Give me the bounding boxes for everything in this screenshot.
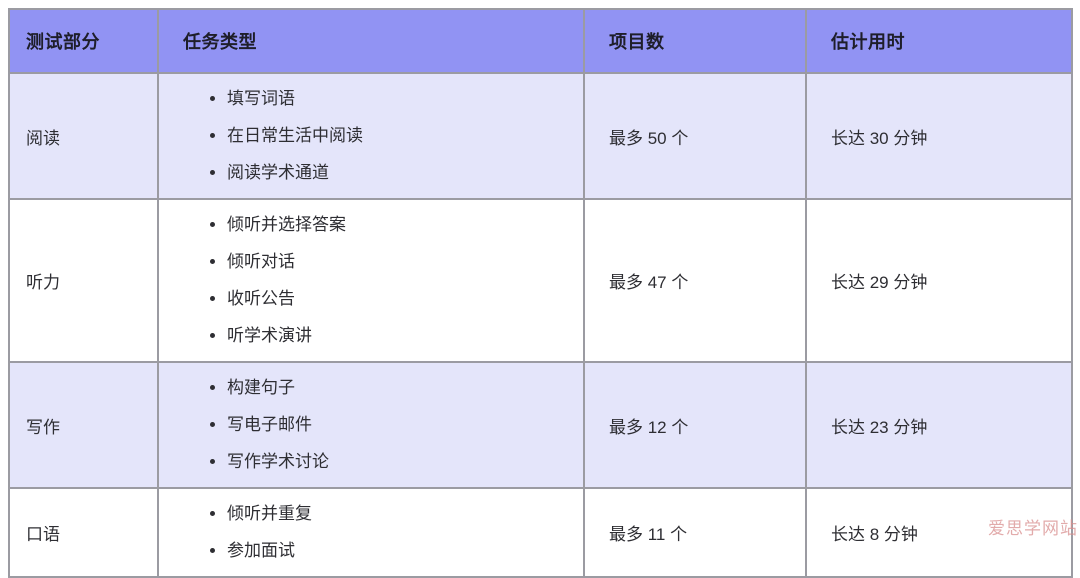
column-header-task-type: 任务类型 (157, 8, 585, 74)
task-item: 倾听并选择答案 (227, 213, 583, 237)
task-list: 倾听并选择答案 倾听对话 收听公告 听学术演讲 (159, 213, 583, 348)
items-cell: 最多 47 个 (583, 198, 807, 363)
column-header-item-count: 项目数 (583, 8, 807, 74)
table-row-listening: 听力 倾听并选择答案 倾听对话 收听公告 听学术演讲 最多 47 个 长达 29… (8, 198, 1073, 363)
header-row: 测试部分 任务类型 项目数 估计用时 (8, 8, 1073, 74)
tasks-cell: 构建句子 写电子邮件 写作学术讨论 (157, 361, 585, 489)
task-item: 收听公告 (227, 287, 583, 311)
time-cell: 长达 30 分钟 (805, 72, 1073, 200)
table-row-speaking: 口语 倾听并重复 参加面试 最多 11 个 长达 8 分钟 (8, 487, 1073, 578)
task-item: 参加面试 (227, 539, 583, 563)
task-item: 听学术演讲 (227, 324, 583, 348)
task-item: 阅读学术通道 (227, 161, 583, 185)
tasks-cell: 倾听并选择答案 倾听对话 收听公告 听学术演讲 (157, 198, 585, 363)
time-cell: 长达 23 分钟 (805, 361, 1073, 489)
section-cell: 口语 (8, 487, 159, 578)
task-item: 填写词语 (227, 87, 583, 111)
task-list: 填写词语 在日常生活中阅读 阅读学术通道 (159, 87, 583, 185)
time-cell: 长达 29 分钟 (805, 198, 1073, 363)
section-cell: 写作 (8, 361, 159, 489)
table-row-writing: 写作 构建句子 写电子邮件 写作学术讨论 最多 12 个 长达 23 分钟 (8, 361, 1073, 489)
task-list: 倾听并重复 参加面试 (159, 502, 583, 563)
task-list: 构建句子 写电子邮件 写作学术讨论 (159, 376, 583, 474)
task-item: 在日常生活中阅读 (227, 124, 583, 148)
items-cell: 最多 11 个 (583, 487, 807, 578)
column-header-test-section: 测试部分 (8, 8, 159, 74)
page: 测试部分 任务类型 项目数 估计用时 阅读 填写词语 在日常生活中阅读 阅读学术… (0, 0, 1080, 544)
time-cell: 长达 8 分钟 (805, 487, 1073, 578)
items-cell: 最多 12 个 (583, 361, 807, 489)
section-cell: 阅读 (8, 72, 159, 200)
test-structure-table: 测试部分 任务类型 项目数 估计用时 阅读 填写词语 在日常生活中阅读 阅读学术… (8, 8, 1073, 578)
section-cell: 听力 (8, 198, 159, 363)
task-item: 写电子邮件 (227, 413, 583, 437)
tasks-cell: 填写词语 在日常生活中阅读 阅读学术通道 (157, 72, 585, 200)
items-cell: 最多 50 个 (583, 72, 807, 200)
tasks-cell: 倾听并重复 参加面试 (157, 487, 585, 578)
task-item: 写作学术讨论 (227, 450, 583, 474)
table-row-reading: 阅读 填写词语 在日常生活中阅读 阅读学术通道 最多 50 个 长达 30 分钟 (8, 72, 1073, 200)
task-item: 倾听并重复 (227, 502, 583, 526)
task-item: 构建句子 (227, 376, 583, 400)
task-item: 倾听对话 (227, 250, 583, 274)
column-header-estimated-time: 估计用时 (805, 8, 1073, 74)
